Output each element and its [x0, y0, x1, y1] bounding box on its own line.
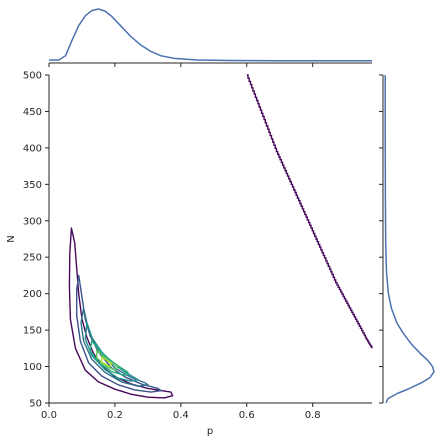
y-tick-label: 150 — [23, 326, 42, 337]
contour-6 — [96, 349, 119, 371]
contour-2 — [76, 274, 162, 393]
y-tick-label: 500 — [23, 71, 42, 82]
contour-1-tail — [246, 74, 373, 349]
contour-7 — [101, 356, 113, 368]
top-marginal-curve — [49, 8, 373, 62]
contour-lines — [68, 74, 373, 399]
right-marginal-curve — [384, 75, 435, 404]
x-tick-label: 0.8 — [305, 410, 321, 421]
x-tick-label: 0.2 — [107, 410, 123, 421]
x-ticks: 0.0 0.2 0.4 0.6 0.8 — [41, 63, 321, 421]
y-tick-label: 250 — [23, 253, 42, 264]
y-tick-label: 400 — [23, 143, 42, 154]
top-marginal-density — [49, 8, 373, 64]
y-tick-label: 350 — [23, 180, 42, 191]
contour-4 — [84, 322, 139, 382]
y-ticks: 50 100 150 200 250 300 350 400 450 500 — [23, 71, 383, 410]
x-tick-label: 0.4 — [173, 410, 189, 421]
right-marginal-density — [382, 75, 435, 404]
y-axis-label: N — [6, 235, 17, 242]
contour-5 — [89, 340, 129, 376]
x-tick-label: 0.6 — [239, 410, 255, 421]
y-tick-label: 100 — [23, 362, 42, 373]
y-tick-label: 450 — [23, 107, 42, 118]
y-tick-label: 200 — [23, 289, 42, 300]
x-tick-label: 0.0 — [41, 410, 57, 421]
y-tick-label: 300 — [23, 216, 42, 227]
y-tick-label: 50 — [29, 399, 42, 410]
x-axis-label: p — [207, 426, 213, 437]
main-axes: 0.0 0.2 0.4 0.6 0.8 50 100 150 200 250 300 350 400 4… — [6, 63, 383, 437]
